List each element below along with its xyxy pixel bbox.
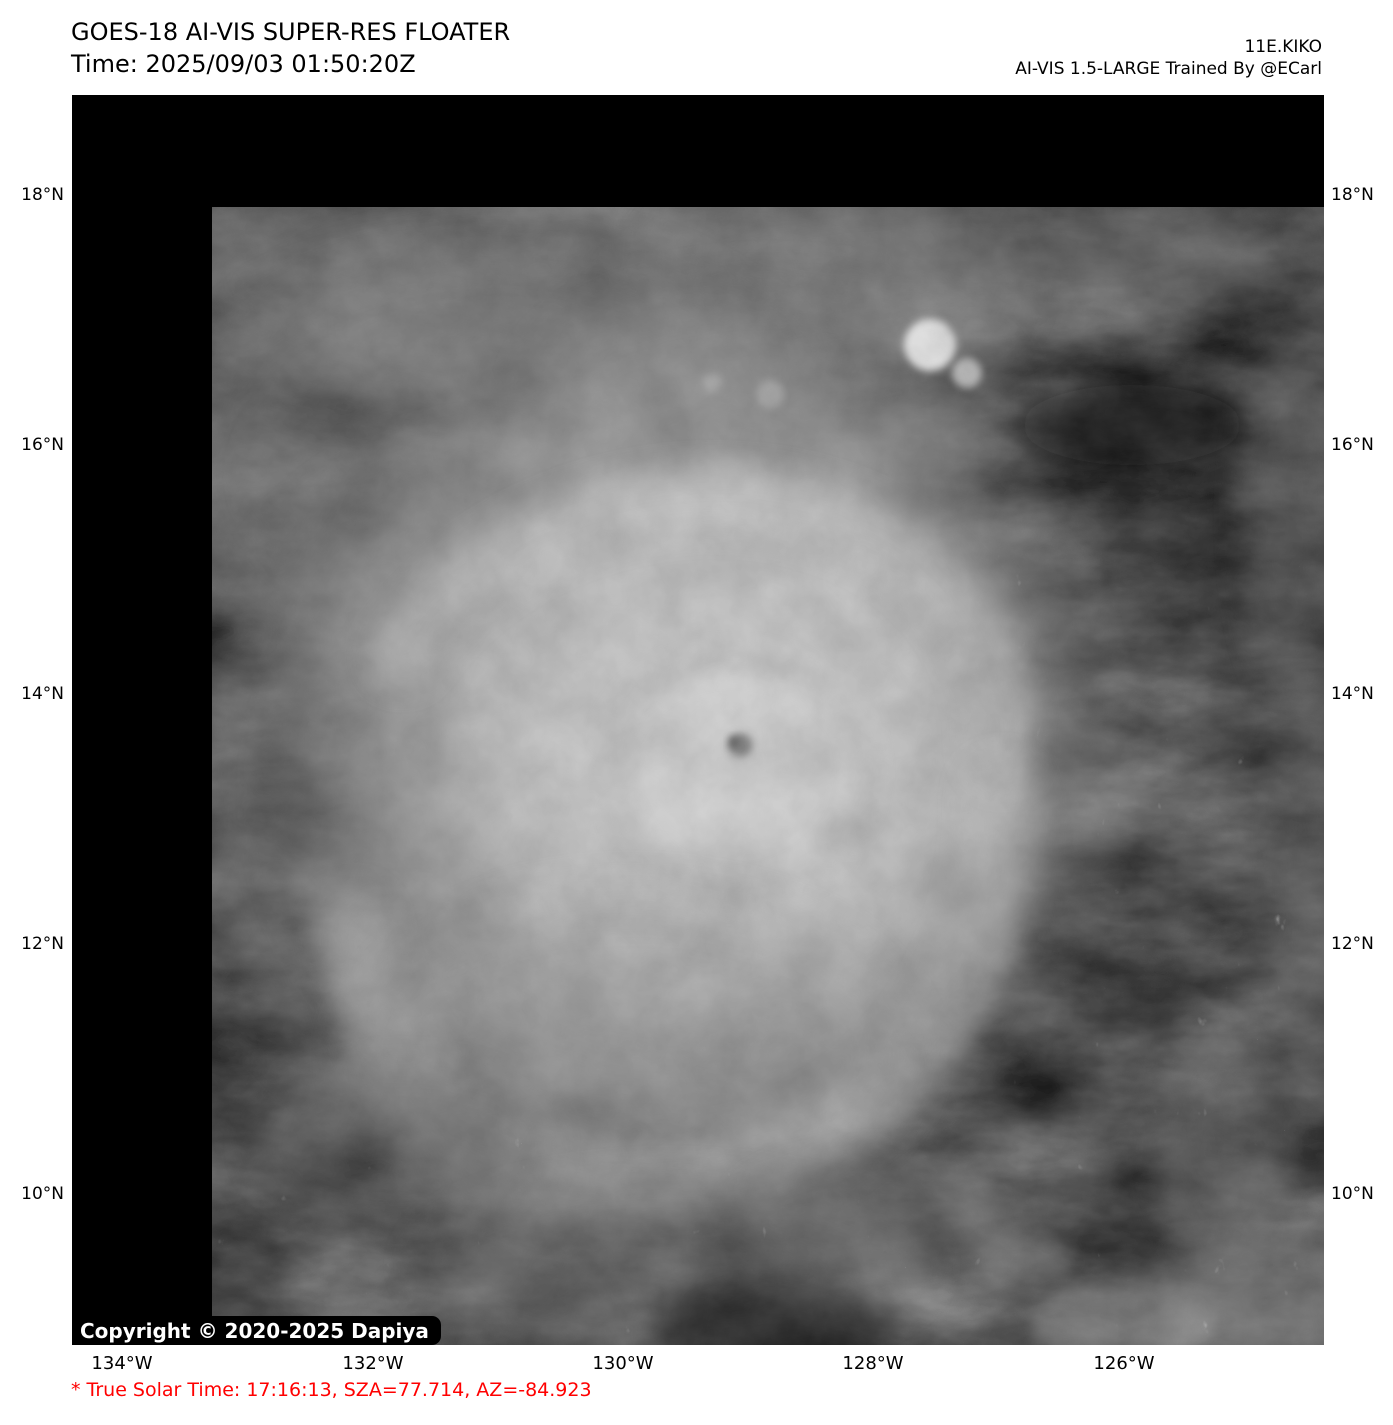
lat-label-right-12n: 12°N [1331, 934, 1374, 954]
copyright-badge: Copyright © 2020-2025 Dapiya [72, 1316, 441, 1345]
lon-label-126w: 126°W [1093, 1353, 1155, 1374]
lat-label-right-10n: 10°N [1331, 1184, 1374, 1204]
header-right-block: 11E.KIKO AI-VIS 1.5-LARGE Trained By @EC… [1015, 36, 1322, 80]
lat-label-left-16n: 16°N [21, 435, 64, 455]
lon-label-134w: 134°W [91, 1353, 153, 1374]
grain-light [212, 207, 1324, 1345]
satellite-image-frame [72, 95, 1324, 1345]
satellite-data-region [212, 207, 1324, 1345]
model-credit-label: AI-VIS 1.5-LARGE Trained By @ECarl [1015, 59, 1322, 79]
timestamp-line: Time: 2025/09/03 01:50:20Z [71, 50, 416, 78]
lat-label-left-18n: 18°N [21, 185, 64, 205]
lat-label-left-12n: 12°N [21, 934, 64, 954]
storm-id-label: 11E.KIKO [1244, 37, 1322, 57]
lon-label-130w: 130°W [592, 1353, 654, 1374]
lat-label-left-10n: 10°N [21, 1184, 64, 1204]
lat-label-left-14n: 14°N [21, 684, 64, 704]
page-title: GOES-18 AI-VIS SUPER-RES FLOATER [71, 18, 511, 46]
lon-label-132w: 132°W [342, 1353, 404, 1374]
lat-label-right-18n: 18°N [1331, 185, 1374, 205]
lat-label-right-16n: 16°N [1331, 435, 1374, 455]
lat-label-right-14n: 14°N [1331, 684, 1374, 704]
solar-time-note: * True Solar Time: 17:16:13, SZA=77.714,… [71, 1379, 592, 1401]
lon-label-128w: 128°W [842, 1353, 904, 1374]
satellite-image [72, 95, 1324, 1345]
